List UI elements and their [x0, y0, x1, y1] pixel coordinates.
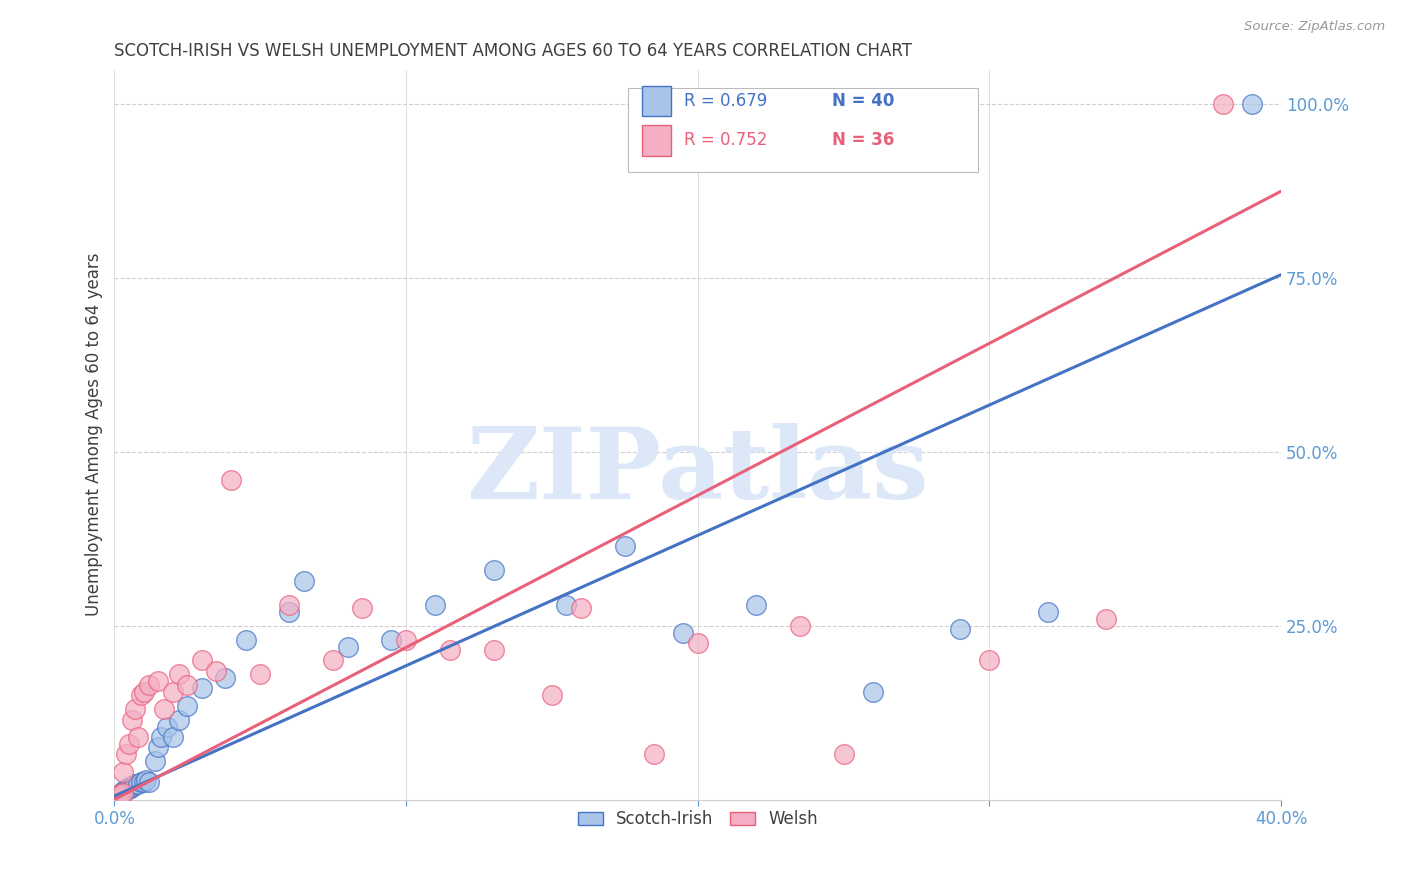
Point [124, 777, 146, 791]
Point [425, 598, 447, 612]
Point [156, 720, 179, 734]
Point [322, 653, 344, 667]
Point [336, 640, 359, 654]
FancyBboxPatch shape [641, 86, 671, 116]
Point [124, 702, 146, 716]
Point [541, 688, 564, 702]
Point [555, 598, 578, 612]
Point [129, 688, 152, 702]
Point [1212, 97, 1234, 112]
Point [162, 685, 184, 699]
Point [176, 678, 198, 692]
Point [249, 667, 271, 681]
Point [110, 789, 132, 803]
Point [105, 789, 128, 803]
Point [110, 787, 132, 801]
Point [153, 702, 176, 716]
Point [862, 685, 884, 699]
Point [112, 764, 135, 779]
Point [146, 674, 169, 689]
Point [115, 747, 138, 762]
Point [118, 780, 141, 794]
Text: Source: ZipAtlas.com: Source: ZipAtlas.com [1244, 20, 1385, 33]
Point [1240, 97, 1263, 112]
Point [127, 777, 149, 791]
Point [112, 786, 135, 800]
Point [219, 473, 242, 487]
Point [115, 782, 138, 797]
Point [482, 643, 505, 657]
Point [121, 780, 143, 794]
FancyBboxPatch shape [641, 125, 671, 156]
Point [162, 730, 184, 744]
Point [143, 754, 166, 768]
Point [979, 653, 1001, 667]
Point [135, 773, 157, 788]
FancyBboxPatch shape [627, 88, 977, 172]
Point [118, 782, 141, 797]
Point [789, 619, 811, 633]
Text: SCOTCH-IRISH VS WELSH UNEMPLOYMENT AMONG AGES 60 TO 64 YEARS CORRELATION CHART: SCOTCH-IRISH VS WELSH UNEMPLOYMENT AMONG… [114, 42, 912, 60]
Point [292, 574, 315, 588]
Legend: Scotch-Irish, Welsh: Scotch-Irish, Welsh [571, 804, 824, 835]
Point [105, 789, 128, 803]
Point [112, 784, 135, 798]
Point [482, 563, 505, 577]
Point [205, 664, 228, 678]
Point [278, 598, 301, 612]
Point [132, 685, 155, 699]
Text: N = 36: N = 36 [832, 131, 894, 150]
Point [150, 730, 173, 744]
Point [569, 601, 592, 615]
Point [191, 681, 214, 696]
Point [380, 632, 402, 647]
Text: R = 0.679: R = 0.679 [683, 92, 766, 110]
Point [146, 740, 169, 755]
Point [613, 539, 636, 553]
Point [191, 653, 214, 667]
Point [949, 622, 972, 636]
Text: N = 40: N = 40 [832, 92, 894, 110]
Point [167, 667, 190, 681]
Text: ZIPatlas: ZIPatlas [467, 423, 929, 519]
Point [176, 698, 198, 713]
Point [121, 779, 143, 793]
Point [112, 786, 135, 800]
Point [127, 730, 149, 744]
Point [129, 775, 152, 789]
Point [278, 605, 301, 619]
Point [1095, 612, 1118, 626]
Point [138, 678, 160, 692]
Point [167, 713, 190, 727]
Point [745, 598, 768, 612]
Point [118, 737, 141, 751]
Point [439, 643, 461, 657]
Point [110, 787, 132, 801]
Point [672, 625, 695, 640]
Point [214, 671, 236, 685]
Text: R = 0.752: R = 0.752 [683, 131, 768, 150]
Point [832, 747, 855, 762]
Point [352, 601, 374, 615]
Point [132, 775, 155, 789]
Point [121, 713, 143, 727]
Point [686, 636, 709, 650]
Point [1036, 605, 1059, 619]
Point [235, 632, 257, 647]
Point [395, 632, 418, 647]
Point [138, 775, 160, 789]
Point [643, 747, 665, 762]
Y-axis label: Unemployment Among Ages 60 to 64 years: Unemployment Among Ages 60 to 64 years [86, 252, 103, 616]
